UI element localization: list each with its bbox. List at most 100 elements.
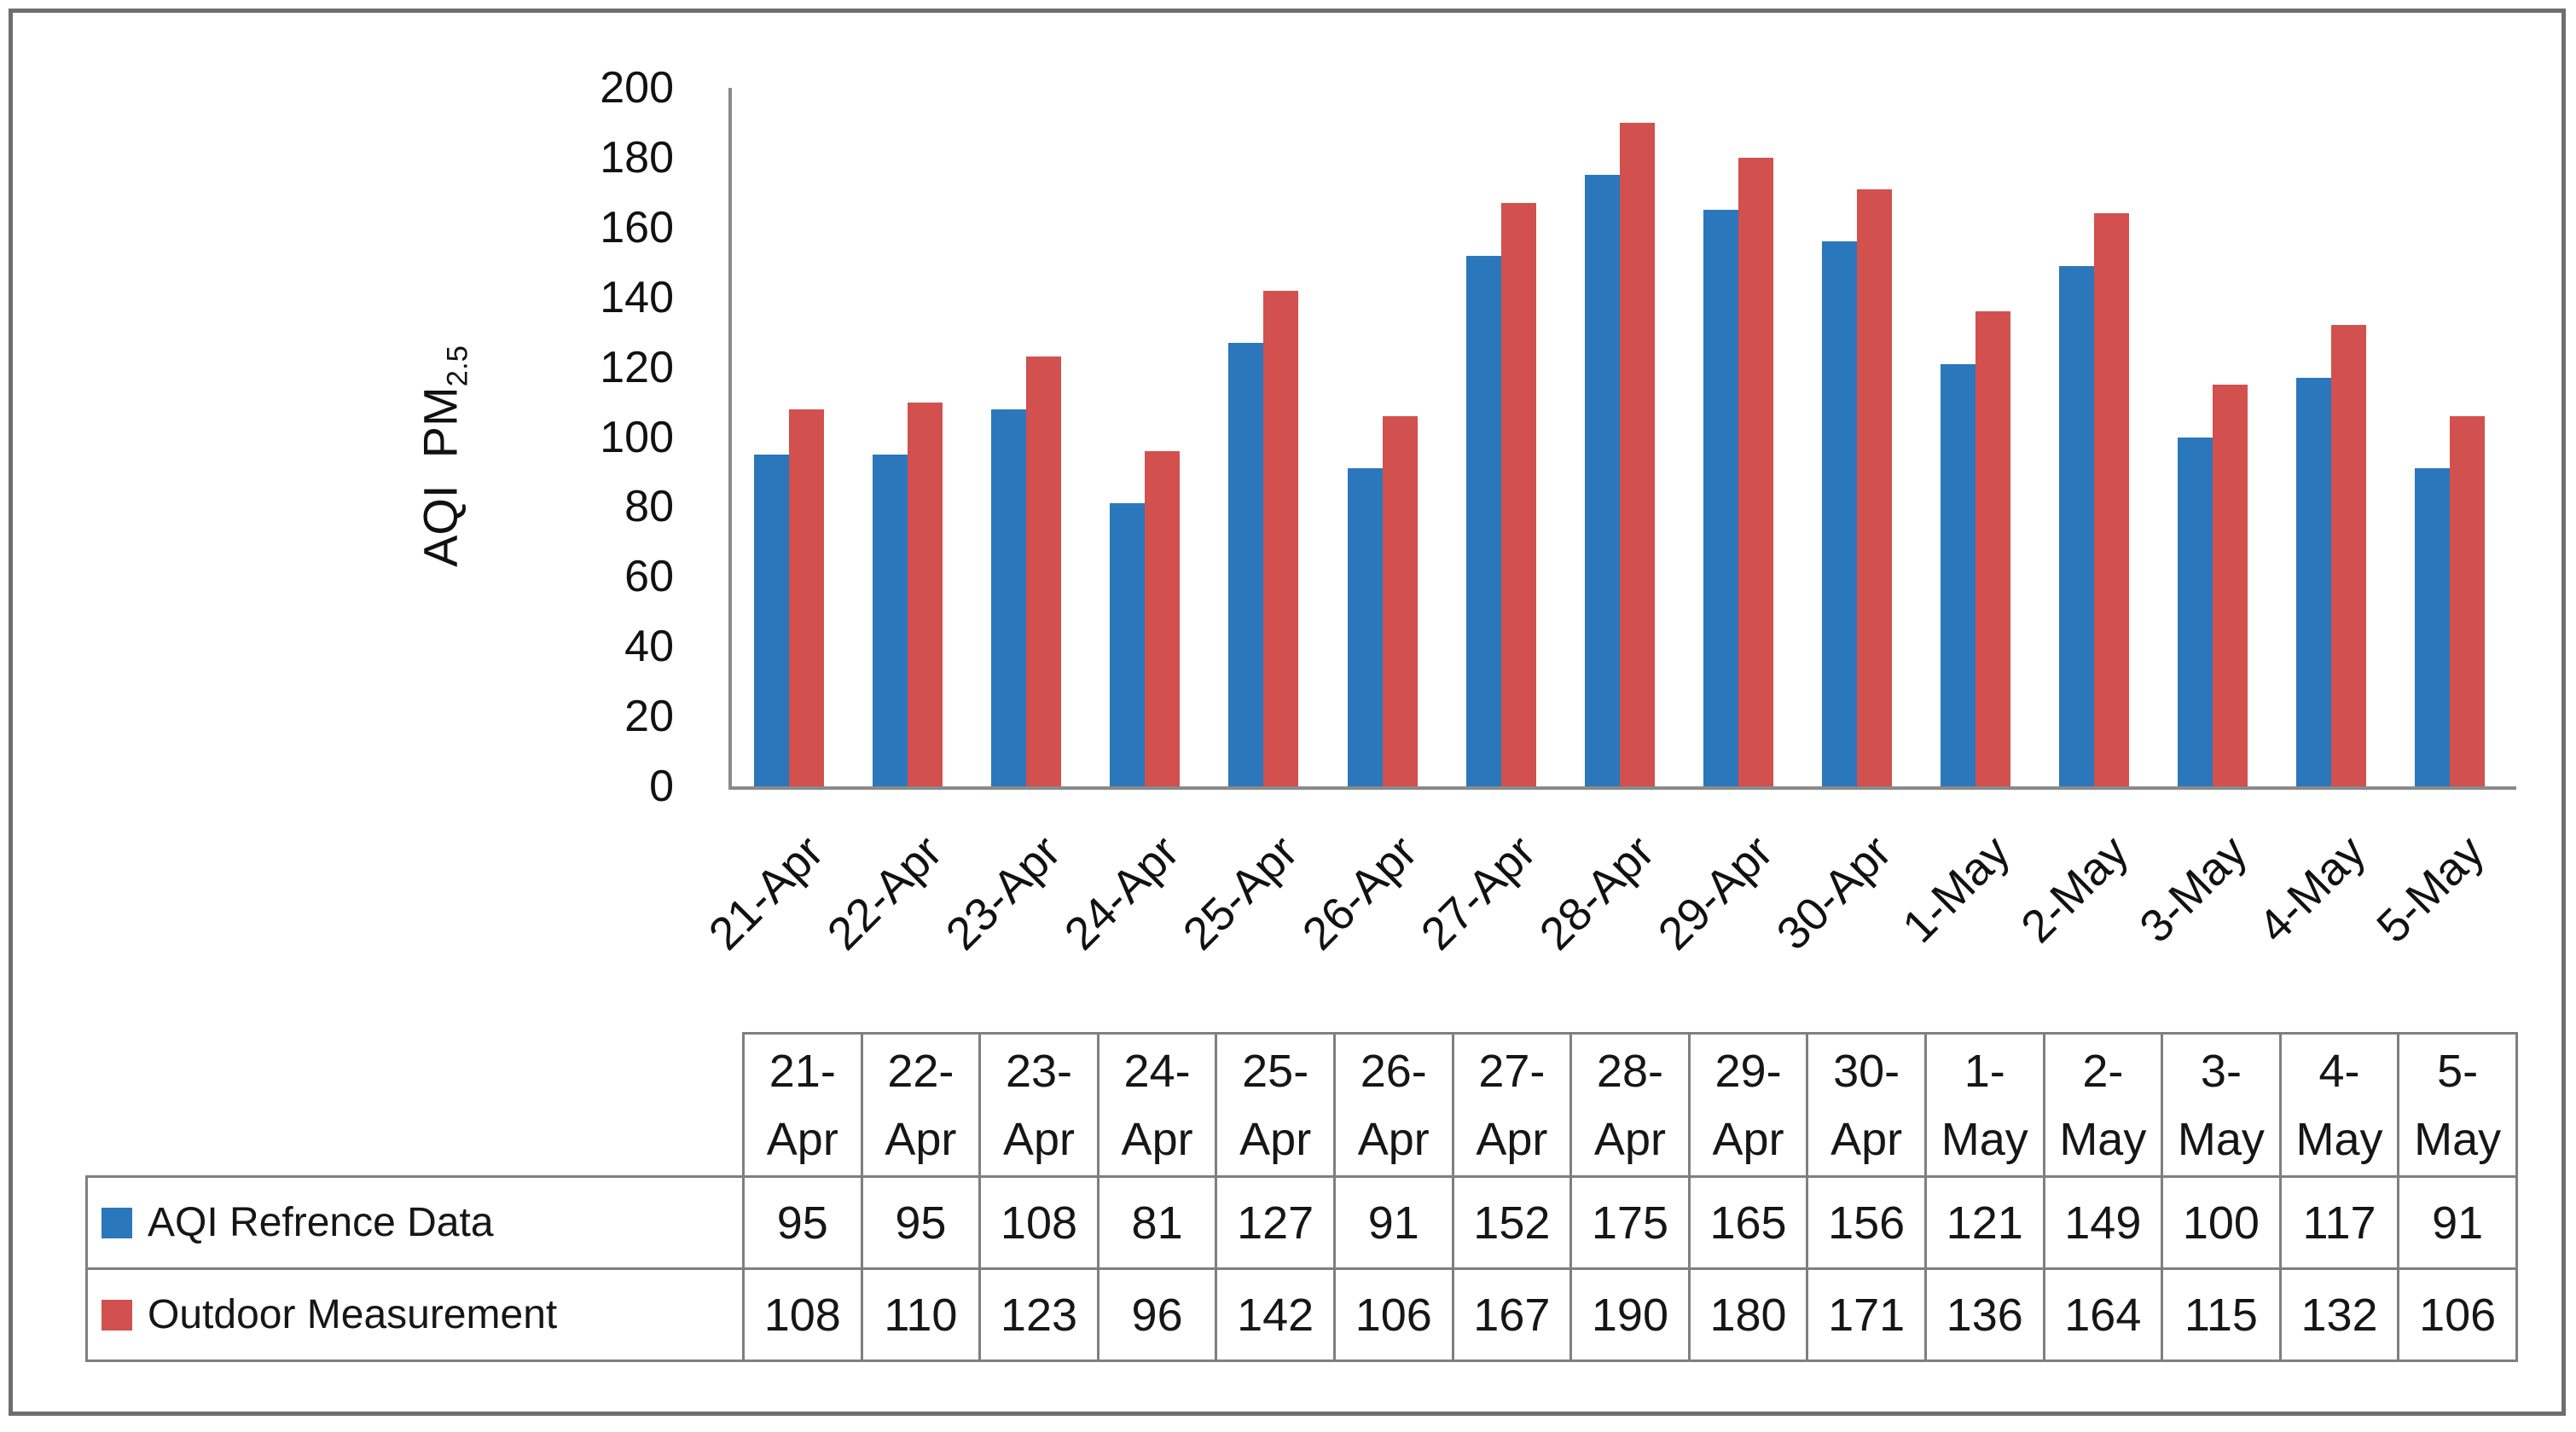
bar-aqi-refrence-data	[754, 454, 789, 786]
table-value-cell: 123	[978, 1267, 1099, 1362]
table-value-cell: 95	[860, 1175, 982, 1270]
table-corner-cell	[87, 1034, 744, 1177]
table-value-cell: 110	[860, 1267, 982, 1362]
bar-aqi-refrence-data	[1228, 342, 1264, 786]
table-header-line1: 25-	[1242, 1045, 1309, 1097]
y-tick-label: 100	[600, 412, 674, 462]
table-header-cell: 24- Apr	[1096, 1032, 1218, 1178]
legend-swatch-icon	[102, 1207, 132, 1238]
table-value-cell: 108	[742, 1267, 863, 1362]
table-value-cell: 91	[1332, 1175, 1454, 1270]
bar-aqi-refrence-data	[2178, 437, 2213, 786]
table-value-cell: 156	[1806, 1175, 1927, 1270]
bar-outdoor-measurement	[2450, 415, 2486, 786]
table-value-cell: 95	[742, 1175, 863, 1270]
table-header-line2: Apr	[1357, 1113, 1430, 1165]
y-tick-label: 0	[649, 762, 674, 811]
bar-outdoor-measurement	[1026, 357, 1062, 786]
table-header-line2: Apr	[1002, 1113, 1075, 1165]
legend-label-cell: Outdoor Measurement	[85, 1267, 745, 1362]
bar-outdoor-measurement	[1263, 290, 1299, 786]
table-header-line1: 4-	[2318, 1045, 2360, 1097]
y-tick-label: 40	[624, 622, 674, 672]
bar-outdoor-measurement	[1738, 157, 1773, 786]
legend-entry: Outdoor Measurement	[90, 1291, 741, 1338]
table-value-cell: 142	[1215, 1267, 1336, 1362]
table-header-line1: 5-	[2437, 1045, 2479, 1097]
bar-outdoor-measurement	[2094, 213, 2130, 786]
bar-aqi-refrence-data	[2415, 468, 2451, 786]
table-header-line1: 21-	[769, 1045, 836, 1097]
table-value-cell: 127	[1215, 1175, 1336, 1270]
table-header-cell: 28- Apr	[1569, 1032, 1691, 1178]
y-tick-label: 140	[600, 272, 674, 322]
bar-outdoor-measurement	[1145, 450, 1181, 786]
table-value-cell: 152	[1451, 1175, 1573, 1270]
table-header-line1: 22-	[887, 1045, 954, 1097]
table-header-cell: 30- Apr	[1806, 1032, 1927, 1178]
table-value-cell: 91	[2397, 1175, 2518, 1270]
legend-swatch-icon	[102, 1299, 132, 1331]
y-tick-label: 80	[624, 482, 674, 532]
x-axis-line	[728, 786, 2516, 790]
table-header-cell: 21- Apr	[742, 1032, 863, 1178]
bar-aqi-refrence-data	[1703, 210, 1738, 786]
bar-aqi-refrence-data	[1821, 241, 1857, 786]
bar-aqi-refrence-data	[1347, 468, 1383, 786]
y-tick-label: 160	[600, 202, 674, 252]
table-header-cell: 2- May	[2042, 1032, 2164, 1178]
table-header-line2: Apr	[766, 1113, 838, 1165]
table-header-line2: Apr	[1830, 1113, 1903, 1165]
table-value-cell: 180	[1687, 1267, 1809, 1362]
table-row-aqi-refrence-data: AQI Refrence Data 95 95 108 81 127 91 152 175 165…	[85, 1175, 2518, 1270]
table-header-line1: 29-	[1714, 1045, 1782, 1097]
table-header-line2: May	[2414, 1113, 2502, 1165]
table-header-cell: 26- Apr	[1332, 1032, 1454, 1178]
bar-outdoor-measurement	[908, 402, 943, 786]
table-header-line2: Apr	[1593, 1113, 1666, 1165]
table-header-cell: 3- May	[2161, 1032, 2282, 1178]
table-header-line1: 28-	[1596, 1045, 1663, 1097]
table-header-cell: 22- Apr	[860, 1032, 982, 1178]
series-name-label: Outdoor Measurement	[148, 1292, 558, 1337]
table-value-cell: 100	[2161, 1175, 2282, 1270]
legend-entry: AQI Refrence Data	[90, 1199, 741, 1246]
bar-outdoor-measurement	[789, 409, 824, 786]
y-axis-line	[728, 88, 732, 790]
table-header-line2: Apr	[1712, 1113, 1784, 1165]
y-tick-label: 180	[600, 132, 674, 183]
bar-chart: AQI PM2.5 0 20 40 60 80 100 120 140 160 180 200 21-…	[13, 13, 2563, 1032]
table-value-cell: 96	[1096, 1267, 1218, 1362]
table-value-cell: 108	[978, 1175, 1099, 1270]
table-value-cell: 106	[1332, 1267, 1454, 1362]
table-header-cell: 4- May	[2278, 1032, 2400, 1178]
bar-aqi-refrence-data	[873, 454, 908, 786]
bar-aqi-refrence-data	[1941, 363, 1976, 786]
table-value-cell: 132	[2278, 1267, 2400, 1362]
data-table: 21- Apr 22- Apr 23- Apr 24- Apr 25- Apr 26- Apr 27- A…	[85, 1032, 2518, 1362]
table-header-cell: 27- Apr	[1451, 1032, 1573, 1178]
chart-frame: AQI PM2.5 0 20 40 60 80 100 120 140 160 180 200 21-…	[9, 9, 2566, 1416]
series-name-label: AQI Refrence Data	[148, 1200, 494, 1245]
table-value-cell: 165	[1687, 1175, 1809, 1270]
table-header-cell: 1- May	[1923, 1032, 2045, 1178]
bar-outdoor-measurement	[1619, 122, 1655, 786]
legend-label-cell: AQI Refrence Data	[85, 1175, 745, 1270]
table-header-line1: 1-	[1964, 1045, 2005, 1097]
y-tick-label: 60	[624, 552, 674, 602]
table-value-cell: 190	[1569, 1267, 1691, 1362]
table-row-outdoor-measurement: Outdoor Measurement 108 110 123 96 142 106 167 1…	[85, 1267, 2518, 1362]
table-header-line1: 3-	[2200, 1045, 2242, 1097]
table-value-cell: 115	[2161, 1267, 2282, 1362]
bar-outdoor-measurement	[2213, 385, 2248, 786]
table-value-cell: 167	[1451, 1267, 1573, 1362]
table-header-line2: May	[2177, 1113, 2265, 1165]
bar-aqi-refrence-data	[1465, 255, 1501, 786]
table-header-line2: May	[2295, 1113, 2383, 1165]
table-value-cell: 171	[1806, 1267, 1927, 1362]
table-value-cell: 175	[1569, 1175, 1691, 1270]
table-header-line1: 2-	[2082, 1045, 2124, 1097]
bar-aqi-refrence-data	[2059, 265, 2095, 786]
bar-aqi-refrence-data	[1110, 503, 1146, 786]
y-tick-label: 200	[600, 63, 674, 113]
